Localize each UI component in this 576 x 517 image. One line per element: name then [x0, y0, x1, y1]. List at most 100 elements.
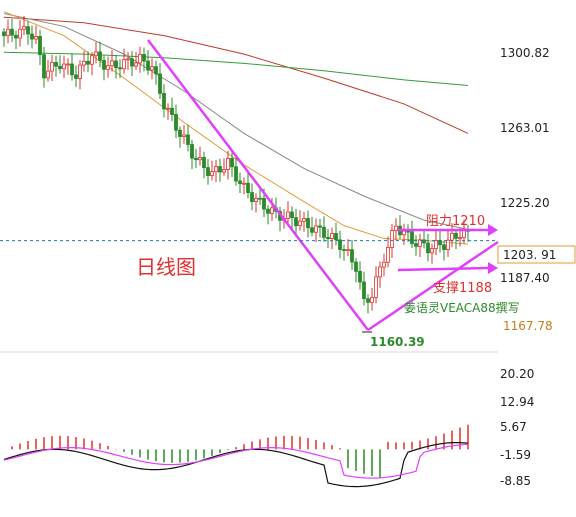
candle-body — [82, 60, 86, 66]
candle-body — [66, 63, 70, 66]
candle-body — [222, 169, 226, 173]
candle-body — [298, 220, 302, 227]
candle-body — [110, 60, 114, 67]
candle-body — [238, 180, 242, 184]
candle-body — [454, 232, 458, 239]
candle-body — [370, 296, 374, 303]
candle-body — [10, 28, 14, 36]
macd-tick: 12.94 — [500, 395, 534, 409]
candle-body — [358, 270, 362, 283]
candle-body — [58, 65, 62, 70]
candle-body — [78, 64, 82, 79]
price-tick: 1300.82 — [500, 46, 550, 60]
candle-body — [34, 36, 38, 40]
macd-line — [3, 441, 469, 488]
macd-line — [3, 443, 469, 479]
candlestick-series — [2, 15, 470, 314]
macd-panel — [3, 424, 469, 488]
current-price-label: 1203. 91 — [503, 248, 556, 262]
candle-body — [422, 239, 426, 244]
candle-body — [310, 227, 314, 233]
macd-tick: -8.85 — [500, 474, 531, 488]
candle-body — [306, 218, 310, 229]
candle-body — [198, 157, 202, 161]
candle-body — [74, 74, 78, 79]
candle-body — [142, 53, 146, 62]
candle-body — [462, 229, 466, 239]
candle-body — [418, 239, 422, 247]
candle-body — [314, 225, 318, 233]
candle-body — [342, 249, 346, 251]
candle-body — [114, 60, 118, 69]
candle-body — [186, 134, 190, 145]
candle-body — [250, 192, 254, 202]
candle-body — [266, 208, 270, 214]
candle-body — [122, 59, 126, 70]
candle-body — [242, 182, 246, 185]
candle-body — [118, 67, 122, 70]
candle-body — [6, 28, 10, 37]
candle-body — [50, 62, 54, 72]
support-arrowhead — [488, 262, 498, 274]
candle-body — [14, 34, 18, 39]
candle-body — [162, 92, 166, 110]
candle-body — [90, 55, 94, 65]
candle-body — [430, 248, 434, 254]
candle-body — [390, 230, 394, 248]
candle-body — [62, 63, 66, 70]
lower-marker-label: 1167.78 — [503, 319, 553, 333]
candle-body — [158, 73, 162, 94]
current-price-box — [497, 245, 576, 264]
candle-body — [450, 232, 454, 241]
candle-body — [102, 59, 106, 70]
candle-body — [338, 239, 342, 250]
candle-body — [226, 158, 230, 170]
candle-body — [334, 233, 338, 241]
candle-body — [38, 36, 42, 56]
candle-body — [446, 239, 450, 251]
candle-body — [46, 70, 50, 79]
candle-body — [302, 218, 306, 222]
candle-body — [98, 51, 102, 61]
author-label: 姜语灵VEACA88撰写 — [404, 301, 520, 315]
candle-body — [294, 217, 298, 227]
candle-body — [270, 207, 274, 214]
candle-body — [354, 261, 358, 272]
price-tick: 1263.01 — [500, 121, 550, 135]
candle-body — [182, 134, 186, 137]
candle-body — [178, 129, 182, 137]
candle-body — [406, 230, 410, 233]
macd-tick: 20.20 — [500, 367, 534, 381]
candle-body — [206, 167, 210, 176]
candle-body — [434, 240, 438, 249]
candle-body — [150, 66, 154, 71]
support-label: 支撑1188 — [433, 281, 492, 296]
candle-body — [22, 26, 26, 30]
candle-body — [362, 281, 366, 300]
candle-body — [214, 166, 218, 173]
candle-body — [134, 62, 138, 67]
candle-body — [166, 107, 170, 110]
candle-body — [170, 107, 174, 115]
candle-body — [202, 157, 206, 168]
chart-annotation-title: 日线图 — [136, 255, 196, 279]
candle-body — [326, 236, 330, 239]
moving-average-line — [3, 13, 469, 230]
candle-body — [426, 242, 430, 254]
price-tick: 1187.40 — [500, 271, 550, 285]
candle-body — [218, 166, 222, 173]
low-price-label: 1160.39 — [370, 335, 425, 349]
support-line — [397, 266, 489, 272]
macd-tick: 5.67 — [500, 420, 527, 434]
candle-body — [442, 244, 446, 251]
candle-body — [86, 60, 90, 65]
moving-average-line — [3, 16, 469, 134]
candle-body — [126, 58, 130, 61]
candle-body — [174, 114, 178, 131]
candle-body — [246, 182, 250, 193]
downtrend-line — [147, 39, 369, 331]
price-tick: 1225.20 — [500, 196, 550, 210]
resistance-label: 阻力1210 — [426, 214, 485, 229]
